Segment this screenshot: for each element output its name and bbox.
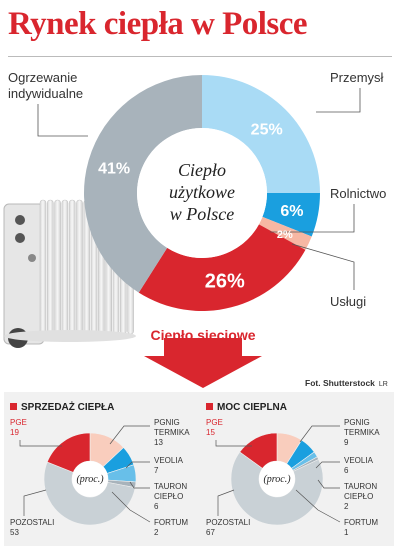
label-uslugi: Usługi	[330, 294, 367, 309]
moc-title-marker	[206, 403, 213, 410]
main-slice-cieplo-sieciowe	[138, 224, 306, 311]
leader-uslugi	[291, 243, 355, 290]
sprzedaz-label-veolia: VEOLIA 7	[154, 456, 183, 475]
main-slice-rolnictwo	[262, 193, 320, 237]
sprzedaz-center-label: (proc.)	[76, 474, 104, 485]
moc-center-label: (proc.)	[263, 474, 291, 485]
sprzedaz-hole	[72, 461, 108, 497]
moc-leader-pozostali	[217, 489, 235, 516]
title-divider	[8, 56, 392, 57]
center-text-line-1: Ciepło	[178, 160, 226, 180]
main-slice-przemysl	[202, 75, 320, 193]
moc-hole	[259, 461, 295, 497]
sprzedaz-label-pgnig: PGNIG TERMIKA 13	[154, 418, 190, 447]
center-text-line-3: w Polsce	[170, 204, 235, 224]
cieplo-sieciowe-arrow	[144, 338, 262, 388]
main-slice-uslugi	[258, 216, 312, 250]
sprzedaz-leader-fortum	[111, 491, 151, 523]
main-donut-chart: Ciepło sieciowe Ciepło użytkowe w Polsce…	[3, 75, 361, 388]
moc-label-pozostali: POZOSTALI 67	[206, 518, 251, 537]
moc-label-pgnig: PGNIG TERMIKA 9	[344, 418, 380, 447]
cieplo-sieciowe-label: Ciepło sieciowe	[150, 327, 255, 343]
main-value-przemysl: 25%	[251, 121, 283, 138]
main-value-cieplo_sieciowe: 26%	[205, 271, 245, 293]
sprzedaz-label-fortum: FORTUM 2	[154, 518, 189, 537]
label-ogrzewanie: Ogrzewanie indywidualne	[8, 70, 84, 101]
sprzedaz-leader-pgnig	[109, 425, 150, 445]
sprzedaz-leader-pge	[19, 440, 62, 447]
sprzedaz-leader-tauron	[129, 481, 150, 489]
moc-label-pge: PGE 15	[206, 418, 223, 437]
sprzedaz-title: SPRZEDAŻ CIEPŁA	[10, 402, 114, 413]
label-rolnictwo: Rolnictwo	[330, 186, 387, 201]
moc-leader-tauron	[317, 479, 340, 489]
moc-label-tauron: TAURON CIEPŁO 2	[344, 482, 378, 511]
leader-rolnictwo	[270, 204, 355, 233]
sprzedaz-label-pge: PGE 19	[10, 418, 27, 437]
sprzedaz-label-pozostali: POZOSTALI 53	[10, 518, 55, 537]
photo-credit: Fot. Shutterstock LR	[305, 378, 388, 388]
moc-leader-pge	[215, 440, 252, 447]
center-text-line-2: użytkowe	[169, 182, 235, 202]
main-value-ogrzewanie: 41%	[98, 160, 130, 177]
moc-label-veolia: VEOLIA 6	[344, 456, 373, 475]
donut-hole	[137, 128, 267, 258]
moc-leader-pgnig	[299, 425, 340, 443]
sprzedaz-leader-veolia	[125, 461, 150, 469]
leader-ogrzewanie	[37, 104, 88, 137]
moc-leader-fortum	[295, 489, 341, 523]
moc-title: MOC CIEPLNA	[206, 402, 287, 413]
sprzedaz-leader-pozostali	[23, 489, 47, 516]
page-title: Rynek ciepła w Polsce	[8, 6, 308, 42]
moc-leader-veolia	[315, 461, 340, 469]
main-value-rolnictwo: 6%	[280, 203, 303, 220]
sprzedaz-title-marker	[10, 403, 17, 410]
moc-label-fortum: FORTUM 1	[344, 518, 379, 537]
sprzedaz-label-tauron: TAURON CIEPŁO 6	[154, 482, 188, 511]
leader-przemysl	[316, 88, 361, 113]
main-value-uslugi: 2%	[277, 229, 293, 241]
main-slice-ogrzewanie-indywidualne	[83, 75, 202, 293]
label-przemysl: Przemysł	[330, 70, 384, 85]
